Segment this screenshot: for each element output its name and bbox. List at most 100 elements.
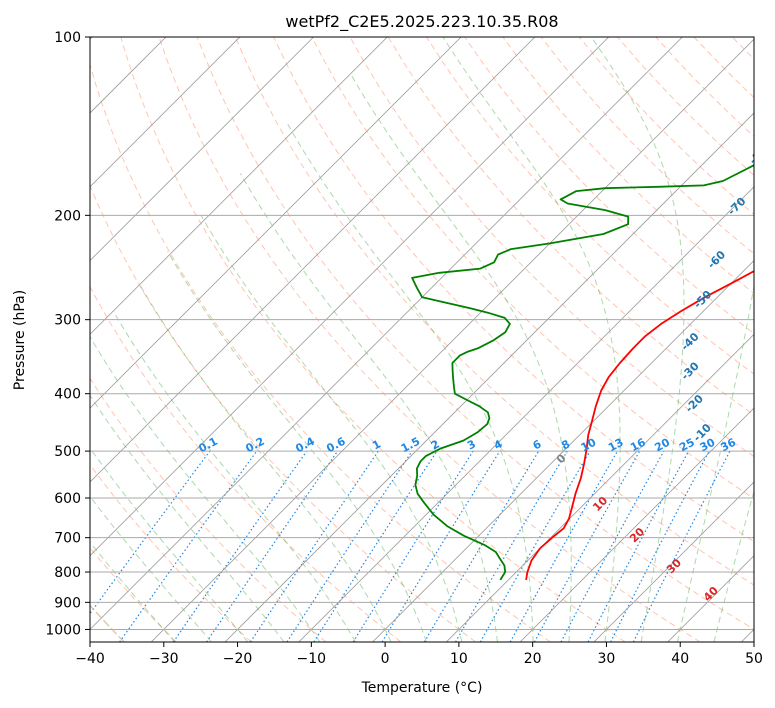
- x-tick-label: 10: [450, 651, 468, 667]
- mixing-ratio-label: 8: [559, 437, 572, 452]
- dry-adiabats: [90, 37, 754, 642]
- moist-adiabats: [90, 37, 754, 642]
- sounding-series: [411, 164, 754, 581]
- mixing-ratio-line: [587, 450, 690, 642]
- dry-adiabat-label: -20: [683, 392, 706, 415]
- isotherm-line: [90, 37, 536, 483]
- moist-adiabat-line: [239, 173, 498, 642]
- mixing-ratio-lines: [90, 450, 731, 642]
- y-tick-label: 300: [54, 313, 81, 329]
- mixing-ratio-line: [90, 450, 211, 615]
- y-tick-label: 800: [54, 565, 81, 581]
- isotherm-line: [90, 37, 609, 557]
- x-axis-label: Temperature (°C): [361, 680, 483, 696]
- mixing-ratio-line: [119, 450, 258, 642]
- mixing-ratio-label: 1: [370, 437, 383, 452]
- mixing-ratio-label: 16: [628, 436, 648, 455]
- moist-adiabat-line: [286, 123, 534, 642]
- isotherm-line: [519, 407, 754, 642]
- dry-adiabat-line: [426, 37, 754, 375]
- x-tick-label: 0: [381, 651, 390, 667]
- mixing-ratio-line: [249, 450, 379, 642]
- isotherm-line: [90, 37, 388, 335]
- y-tick-label: 500: [54, 444, 81, 460]
- mixing-ratio-line: [509, 450, 619, 642]
- moist-adiabat-label: 40: [701, 584, 721, 604]
- isotherm-line: [90, 37, 241, 188]
- dry-adiabat-line: [90, 285, 402, 642]
- mixing-ratio-label: 13: [606, 436, 626, 455]
- mixing-ratio-label: 20: [652, 436, 672, 455]
- mixing-ratio-line: [313, 450, 438, 642]
- mixing-ratio-label: 30: [698, 435, 718, 454]
- moist-adiabat-line: [90, 447, 249, 642]
- mixing-ratio-line: [632, 450, 731, 642]
- mixing-ratio-line: [533, 450, 641, 642]
- y-tick-label: 400: [54, 387, 81, 403]
- mixing-ratio-label: 10: [579, 436, 599, 455]
- dry-adiabat-line: [273, 37, 754, 543]
- temperature-line: [525, 270, 754, 581]
- y-tick-label: 700: [54, 531, 81, 547]
- dry-adiabat-label: -40: [678, 330, 701, 353]
- dry-adiabat-line: [502, 37, 754, 295]
- moist-adiabat-line: [349, 72, 572, 642]
- mixing-ratio-label: 0.1: [196, 435, 219, 456]
- y-axis-ticks: 100 200 300 400 500 600 700 800 900 1000: [45, 30, 90, 638]
- mixing-ratio-line: [206, 450, 339, 642]
- mixing-ratio-line: [381, 450, 501, 642]
- dewpoint-line: [411, 164, 754, 581]
- moist-adiabat-line: [112, 310, 356, 642]
- plot-frame: [89, 36, 755, 643]
- isotherms: [90, 37, 754, 642]
- y-tick-label: 900: [54, 595, 81, 611]
- dry-adiabat-line: [90, 184, 476, 642]
- mixing-ratio-label: 1.5: [399, 435, 422, 456]
- dry-adiabat-line: [693, 37, 754, 99]
- moist-adiabat-line: [167, 251, 427, 642]
- dry-adiabat-label: -50: [691, 288, 714, 311]
- dry-adiabat-line: [90, 377, 327, 642]
- mixing-ratio-line: [423, 450, 540, 642]
- dry-adiabat-line: [349, 37, 754, 458]
- moist-adiabat-line: [90, 541, 176, 642]
- dry-adiabat-line: [196, 37, 754, 630]
- mixing-ratio-label: 25: [677, 436, 697, 455]
- dry-adiabat-line: [540, 37, 754, 255]
- isotherm-line: [90, 37, 462, 409]
- mixing-ratio-line: [454, 450, 568, 642]
- x-axis-ticks: −40 −30 −20 −10 0 10 20 30 40 50: [75, 642, 763, 667]
- mixing-ratio-label: 3: [465, 437, 478, 452]
- x-tick-label: 40: [671, 651, 689, 667]
- dry-adiabat-label: -60: [705, 248, 728, 271]
- mixing-ratio-label: 2: [429, 437, 442, 452]
- dry-adiabat-line: [90, 63, 551, 642]
- x-tick-label: −30: [149, 651, 179, 667]
- chart-title: wetPf2_C2E5.2025.223.10.35.R08: [285, 12, 558, 32]
- mixing-ratio-line: [560, 450, 665, 642]
- moist-adiabat-line: [138, 282, 392, 642]
- isotherm-line: [90, 37, 683, 630]
- dry-adiabat-line: [234, 37, 754, 586]
- x-tick-label: 50: [745, 651, 763, 667]
- isotherm-line: [90, 37, 314, 262]
- moist-adiabat-line: [90, 495, 212, 642]
- moist-adiabat-line: [590, 37, 685, 642]
- mixing-ratio-label: 6: [531, 437, 544, 452]
- y-tick-label: 200: [54, 208, 81, 224]
- y-tick-label: 600: [54, 491, 81, 507]
- x-tick-label: −20: [223, 651, 253, 667]
- dry-adiabat-label: -90: [757, 100, 775, 123]
- x-tick-label: 30: [598, 651, 616, 667]
- x-tick-label: −40: [75, 651, 105, 667]
- isobars: [90, 37, 754, 630]
- mixing-ratio-label: 36: [718, 435, 738, 454]
- dry-adiabat-line: [464, 37, 754, 335]
- moist-adiabat-line: [90, 335, 321, 642]
- y-axis-label: Pressure (hPa): [12, 290, 28, 390]
- moist-adiabat-line: [713, 489, 754, 642]
- mixing-ratio-label: 0.6: [324, 435, 348, 456]
- dry-adiabat-label: -80: [747, 144, 770, 167]
- x-tick-label: −10: [297, 651, 327, 667]
